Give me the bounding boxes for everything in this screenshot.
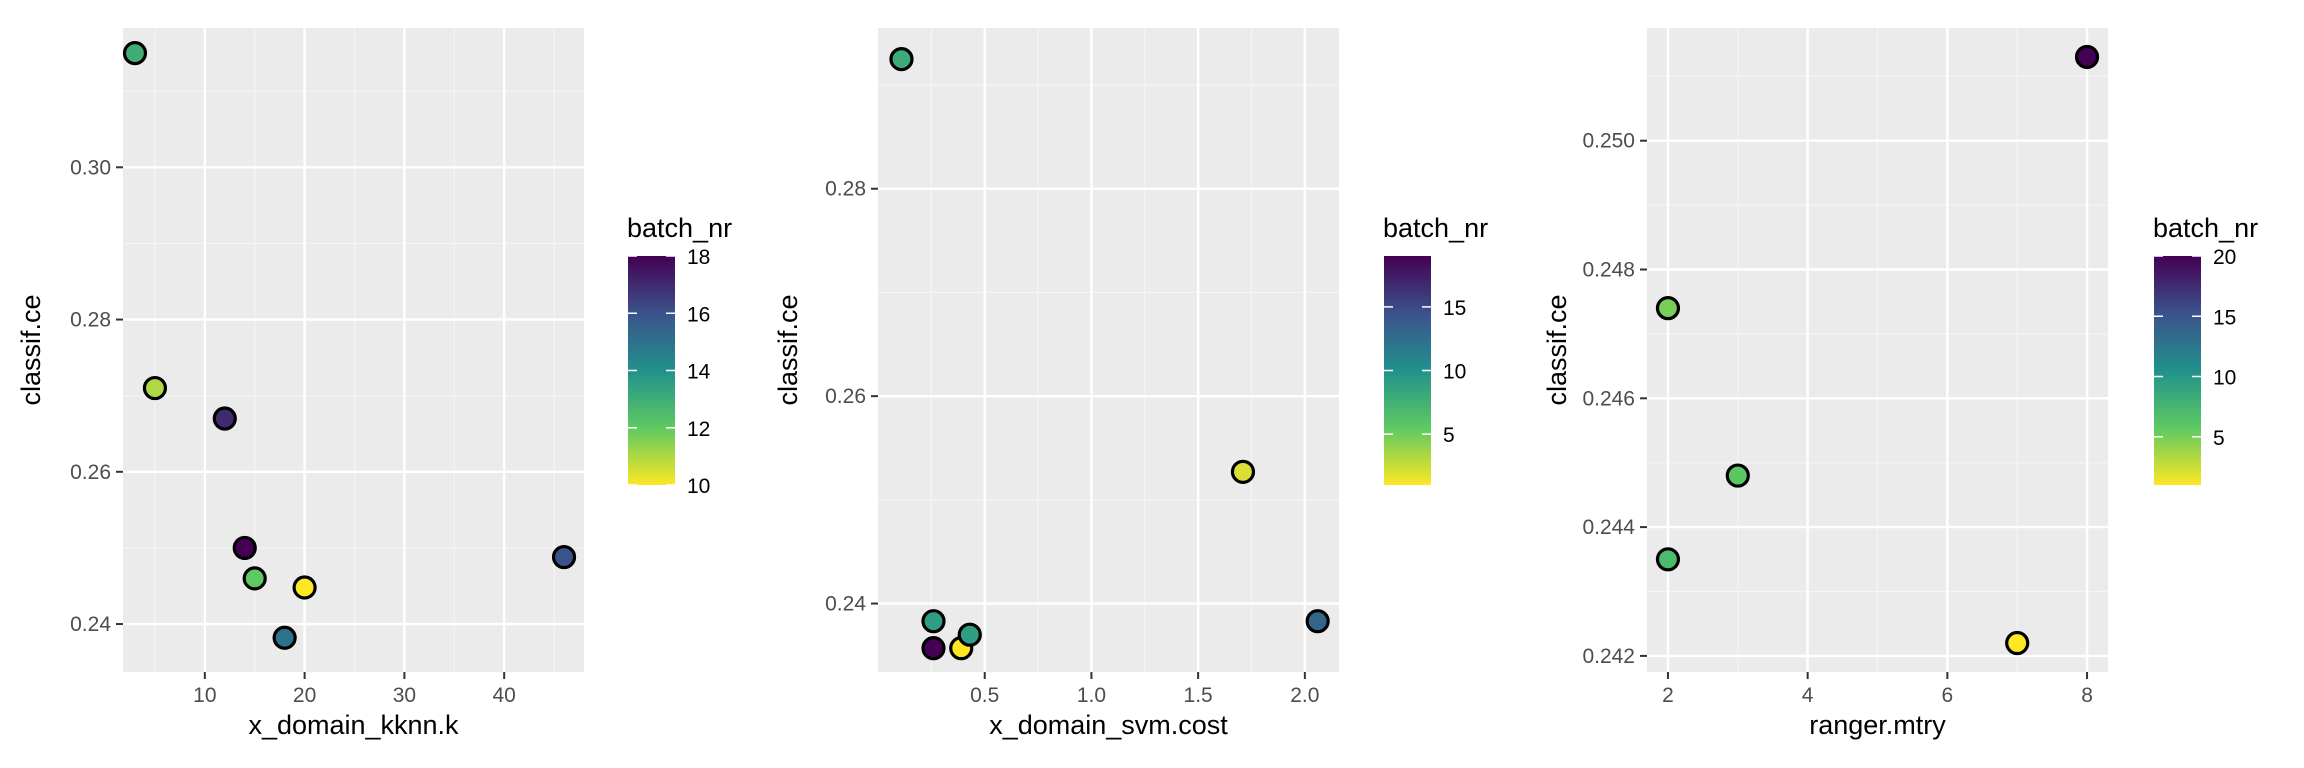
x-tick-label: 4 (1802, 684, 1814, 707)
legend-colorbar: batch_nr 5 10 15 20 (2153, 213, 2258, 485)
legend-title: batch_nr (1383, 213, 1488, 243)
x-axis-title: x_domain_svm.cost (989, 710, 1228, 740)
data-point (142, 375, 168, 401)
x-tick-label: 1.5 (1184, 684, 1213, 707)
legend-colorbar: batch_nr 5 10 15 (1383, 213, 1488, 485)
data-point (232, 535, 257, 561)
data-point (1725, 463, 1750, 488)
legend-tick-label: 18 (687, 246, 710, 269)
scatter-panel-3: 2 4 6 8 0.242 0.244 0.246 0.248 0.250 ranger.mtry… (1542, 28, 2258, 740)
legend-tick-label: 10 (2213, 367, 2236, 390)
data-point (272, 625, 297, 650)
plot-background (123, 28, 584, 672)
y-tick-label: 0.24 (825, 593, 866, 616)
legend-tick-label: 10 (687, 475, 710, 498)
x-tick-label: 40 (492, 684, 515, 707)
y-tick-label: 0.26 (70, 461, 111, 484)
y-tick-label: 0.250 (1582, 130, 1635, 153)
y-axis-title: classif.ce (1542, 294, 1572, 405)
data-point (889, 47, 914, 72)
x-axis-title: ranger.mtry (1809, 710, 1946, 740)
y-axis-title: classif.ce (16, 294, 46, 405)
colorbar-gradient (2154, 256, 2201, 485)
x-tick-label: 0.5 (970, 684, 999, 707)
data-point (921, 636, 946, 661)
legend-tick-label: 15 (2213, 306, 2236, 329)
legend-title: batch_nr (627, 213, 732, 243)
legend-title: batch_nr (2153, 213, 2258, 243)
x-tick-label: 30 (393, 684, 416, 707)
data-point (122, 41, 148, 66)
plot-background (878, 28, 1339, 672)
y-tick-label: 0.28 (70, 309, 111, 332)
data-point (957, 622, 982, 647)
data-point (1305, 609, 1330, 634)
data-point (212, 406, 237, 431)
y-tick-label: 0.26 (825, 385, 866, 408)
data-point (1655, 547, 1681, 572)
legend-tick-label: 12 (687, 418, 710, 441)
y-axis-title: classif.ce (773, 294, 803, 405)
data-point (242, 566, 267, 591)
scatter-panel-1: 10 20 30 40 0.24 0.26 0.28 0.30 x_domain_kknn.k c… (16, 28, 732, 740)
y-tick-label: 0.248 (1582, 259, 1635, 282)
legend-tick-label: 10 (1443, 361, 1466, 384)
x-tick-label: 8 (2081, 684, 2093, 707)
legend-tick-label: 16 (687, 303, 710, 326)
legend-tick-label: 15 (1443, 297, 1466, 320)
x-axis-title: x_domain_kknn.k (248, 710, 459, 740)
y-tick-label: 0.28 (825, 178, 866, 201)
y-tick-label: 0.244 (1582, 516, 1635, 539)
x-tick-label: 6 (1942, 684, 1954, 707)
y-tick-label: 0.246 (1582, 387, 1635, 410)
data-point (921, 609, 946, 634)
scatter-panel-2: 0.5 1.0 1.5 2.0 0.24 0.26 0.28 x_domain_svm.cos… (773, 28, 1488, 740)
legend-tick-label: 5 (2213, 427, 2225, 450)
data-point (292, 575, 317, 600)
x-tick-label: 20 (293, 684, 316, 707)
x-tick-label: 1.0 (1077, 684, 1106, 707)
x-tick-label: 10 (193, 684, 216, 707)
y-tick-label: 0.242 (1582, 645, 1635, 668)
legend-tick-label: 20 (2213, 246, 2236, 269)
x-tick-label: 2 (1662, 684, 1674, 707)
legend-tick-label: 14 (687, 361, 711, 384)
x-tick-label: 2.0 (1290, 684, 1319, 707)
data-point (551, 544, 577, 570)
y-tick-label: 0.24 (70, 613, 111, 636)
legend-colorbar: batch_nr 10 12 14 16 18 (627, 213, 732, 498)
data-point (2005, 630, 2030, 656)
legend-tick-label: 5 (1443, 424, 1455, 447)
y-tick-label: 0.30 (70, 156, 111, 179)
data-point (1655, 296, 1681, 321)
data-point (2074, 44, 2100, 70)
data-point (1230, 459, 1256, 484)
